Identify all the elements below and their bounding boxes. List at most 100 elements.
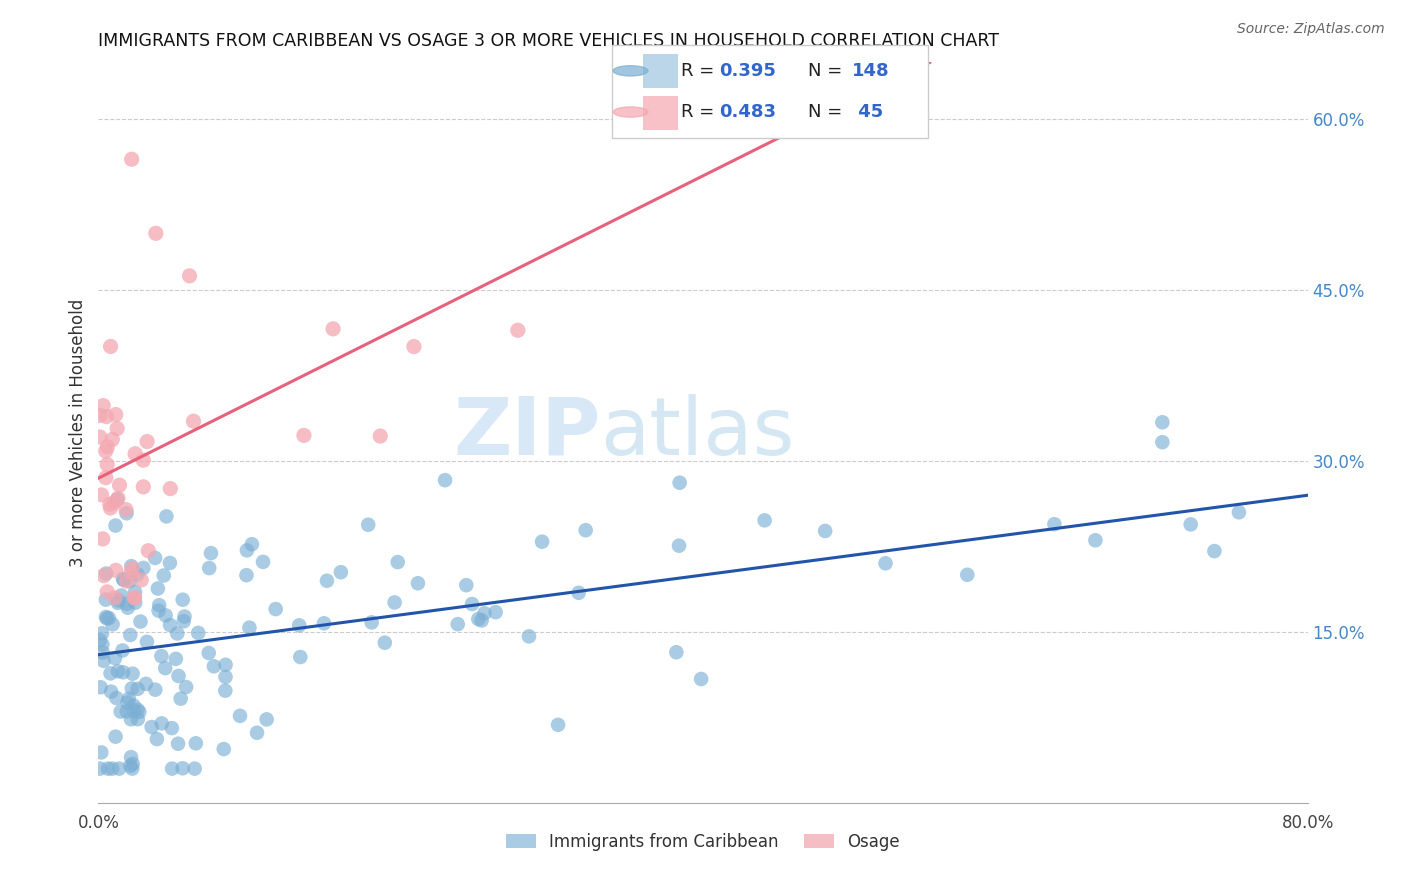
Point xyxy=(104,518,127,533)
Point xyxy=(183,414,205,428)
Point xyxy=(316,574,339,588)
Point xyxy=(115,502,138,516)
Point xyxy=(117,696,139,710)
Point xyxy=(118,574,141,588)
Point xyxy=(90,746,112,760)
Point xyxy=(89,633,111,648)
Point xyxy=(112,573,135,587)
Point xyxy=(179,268,201,283)
Point xyxy=(121,756,143,771)
Point xyxy=(141,720,163,734)
Point xyxy=(956,567,979,582)
Point xyxy=(121,153,143,167)
Circle shape xyxy=(613,107,648,117)
Point xyxy=(121,681,143,696)
Point xyxy=(214,657,236,672)
Point xyxy=(1204,544,1226,558)
Point xyxy=(360,615,382,630)
Point xyxy=(1152,435,1174,450)
Point xyxy=(115,597,138,611)
Point xyxy=(197,646,219,660)
Point xyxy=(96,458,118,472)
Point xyxy=(155,661,177,675)
Text: N =: N = xyxy=(808,103,848,121)
Point xyxy=(471,614,494,628)
Y-axis label: 3 or more Vehicles in Household: 3 or more Vehicles in Household xyxy=(69,299,87,566)
Point xyxy=(127,567,149,582)
Point xyxy=(474,606,496,620)
Point xyxy=(166,626,188,640)
Point xyxy=(198,561,221,575)
Point xyxy=(235,568,257,582)
Point xyxy=(547,718,569,732)
Point xyxy=(128,705,150,719)
Point xyxy=(434,473,457,487)
Point xyxy=(145,227,167,241)
Point xyxy=(143,682,166,697)
Point xyxy=(105,691,128,706)
FancyBboxPatch shape xyxy=(612,45,928,138)
Point xyxy=(107,596,129,610)
Point xyxy=(100,339,122,353)
Point xyxy=(165,652,187,666)
Point xyxy=(124,596,146,610)
Point xyxy=(246,725,269,739)
Point xyxy=(93,654,115,668)
Point xyxy=(104,408,127,422)
Point xyxy=(143,551,166,566)
Point xyxy=(148,604,170,618)
Point xyxy=(264,602,287,616)
Point xyxy=(93,568,115,582)
Point xyxy=(104,730,127,744)
Point xyxy=(240,537,263,551)
Point xyxy=(875,556,897,570)
Point xyxy=(104,591,127,605)
Point xyxy=(406,576,429,591)
Point xyxy=(104,495,127,509)
Point xyxy=(136,543,159,558)
Point xyxy=(202,659,225,673)
Point xyxy=(110,589,132,603)
Point xyxy=(89,430,111,444)
Point xyxy=(101,617,124,632)
Point xyxy=(461,597,484,611)
Point xyxy=(387,555,409,569)
Point xyxy=(174,680,197,694)
Point xyxy=(136,635,159,649)
Point xyxy=(506,323,529,337)
Point xyxy=(292,428,315,442)
Point xyxy=(167,669,190,683)
Point xyxy=(160,721,183,735)
Point xyxy=(94,444,117,458)
Point xyxy=(690,672,713,686)
Point xyxy=(290,650,312,665)
Point xyxy=(120,750,142,764)
Point xyxy=(402,340,425,354)
Point xyxy=(104,563,127,577)
Point xyxy=(121,762,143,776)
Point xyxy=(121,666,143,681)
Point xyxy=(129,615,152,629)
Point xyxy=(252,555,274,569)
Point xyxy=(374,635,396,649)
Point xyxy=(107,665,129,679)
Point xyxy=(124,585,146,599)
Point xyxy=(159,556,181,570)
Point xyxy=(124,591,146,605)
Point xyxy=(467,612,489,626)
Point xyxy=(120,559,142,574)
Point xyxy=(187,626,209,640)
Point xyxy=(110,705,132,719)
Point xyxy=(1227,505,1250,519)
Point xyxy=(236,543,259,558)
Text: R =: R = xyxy=(682,103,720,121)
Text: 0.395: 0.395 xyxy=(720,62,776,79)
Point xyxy=(94,610,117,624)
Point xyxy=(124,447,146,461)
Text: R =: R = xyxy=(682,62,720,79)
Point xyxy=(146,732,169,747)
Point xyxy=(120,566,142,580)
Point xyxy=(485,605,508,619)
FancyBboxPatch shape xyxy=(644,96,678,130)
Point xyxy=(108,762,131,776)
